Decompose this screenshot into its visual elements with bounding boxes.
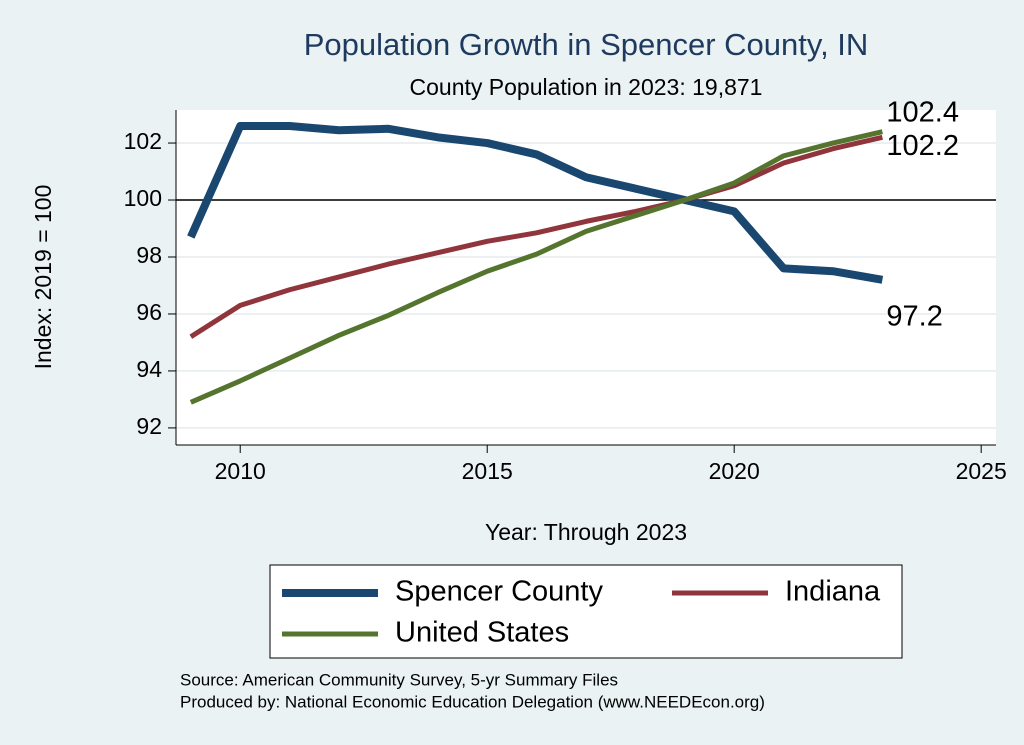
end-label: 102.2 bbox=[886, 130, 959, 162]
y-tick-label: 98 bbox=[136, 242, 162, 268]
y-tick-label: 102 bbox=[124, 128, 162, 154]
legend bbox=[269, 564, 903, 659]
x-tick-label: 2025 bbox=[956, 458, 1007, 484]
y-tick-label: 96 bbox=[136, 299, 162, 325]
series-line bbox=[189, 129, 883, 405]
y-tick-label: 94 bbox=[136, 356, 162, 382]
x-axis-label: Year: Through 2023 bbox=[485, 519, 687, 545]
chart-subtitle: County Population in 2023: 19,871 bbox=[410, 74, 763, 100]
credit-note: Produced by: National Economic Education… bbox=[180, 692, 765, 711]
x-tick-label: 2015 bbox=[462, 458, 513, 484]
end-label: 102.4 bbox=[886, 96, 959, 128]
y-tick-label: 100 bbox=[124, 185, 162, 211]
y-tick-label: 92 bbox=[136, 413, 162, 439]
chart-title: Population Growth in Spencer County, IN bbox=[304, 27, 869, 62]
y-axis-label: Index: 2019 = 100 bbox=[30, 185, 56, 370]
series-line bbox=[187, 121, 884, 284]
x-tick-label: 2020 bbox=[709, 458, 760, 484]
legend-label: Indiana bbox=[785, 576, 881, 608]
series-line bbox=[189, 134, 883, 339]
legend-label: Spencer County bbox=[395, 576, 603, 608]
legend-label: United States bbox=[395, 617, 569, 649]
end-label: 97.2 bbox=[886, 300, 942, 332]
x-tick-label: 2010 bbox=[215, 458, 266, 484]
source-note: Source: American Community Survey, 5-yr … bbox=[180, 670, 618, 689]
